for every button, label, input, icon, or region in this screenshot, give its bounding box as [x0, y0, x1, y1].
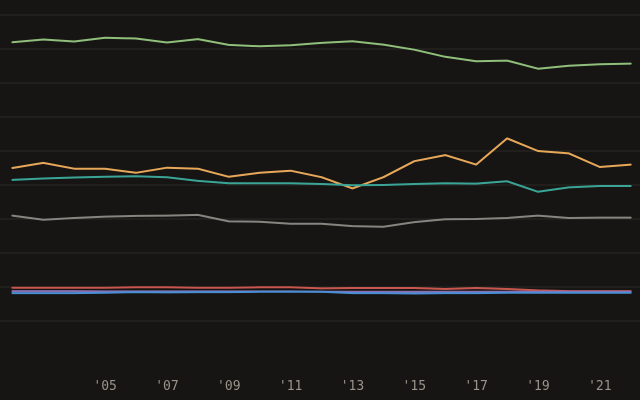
series-line-grey — [11, 213, 632, 228]
series-line-blue — [11, 290, 632, 295]
x-axis-ticks: '05 '07 '09 '11 '13 '15 '17 '19 '21 — [93, 379, 611, 394]
x-tick-label: '13 — [341, 379, 364, 394]
x-tick-label: '21 — [588, 379, 611, 394]
x-tick-label: '07 — [155, 379, 178, 394]
x-tick-label: '17 — [464, 379, 487, 394]
series-line-orange — [11, 137, 632, 190]
x-tick-label: '11 — [279, 379, 302, 394]
x-tick-label: '09 — [217, 379, 240, 394]
x-tick-label: '19 — [526, 379, 549, 394]
series-lines — [11, 36, 632, 295]
x-tick-label: '15 — [403, 379, 426, 394]
series-line-red — [11, 286, 632, 293]
x-tick-label: '05 — [93, 379, 116, 394]
series-line-green — [11, 36, 632, 70]
series-line-teal — [11, 175, 632, 193]
